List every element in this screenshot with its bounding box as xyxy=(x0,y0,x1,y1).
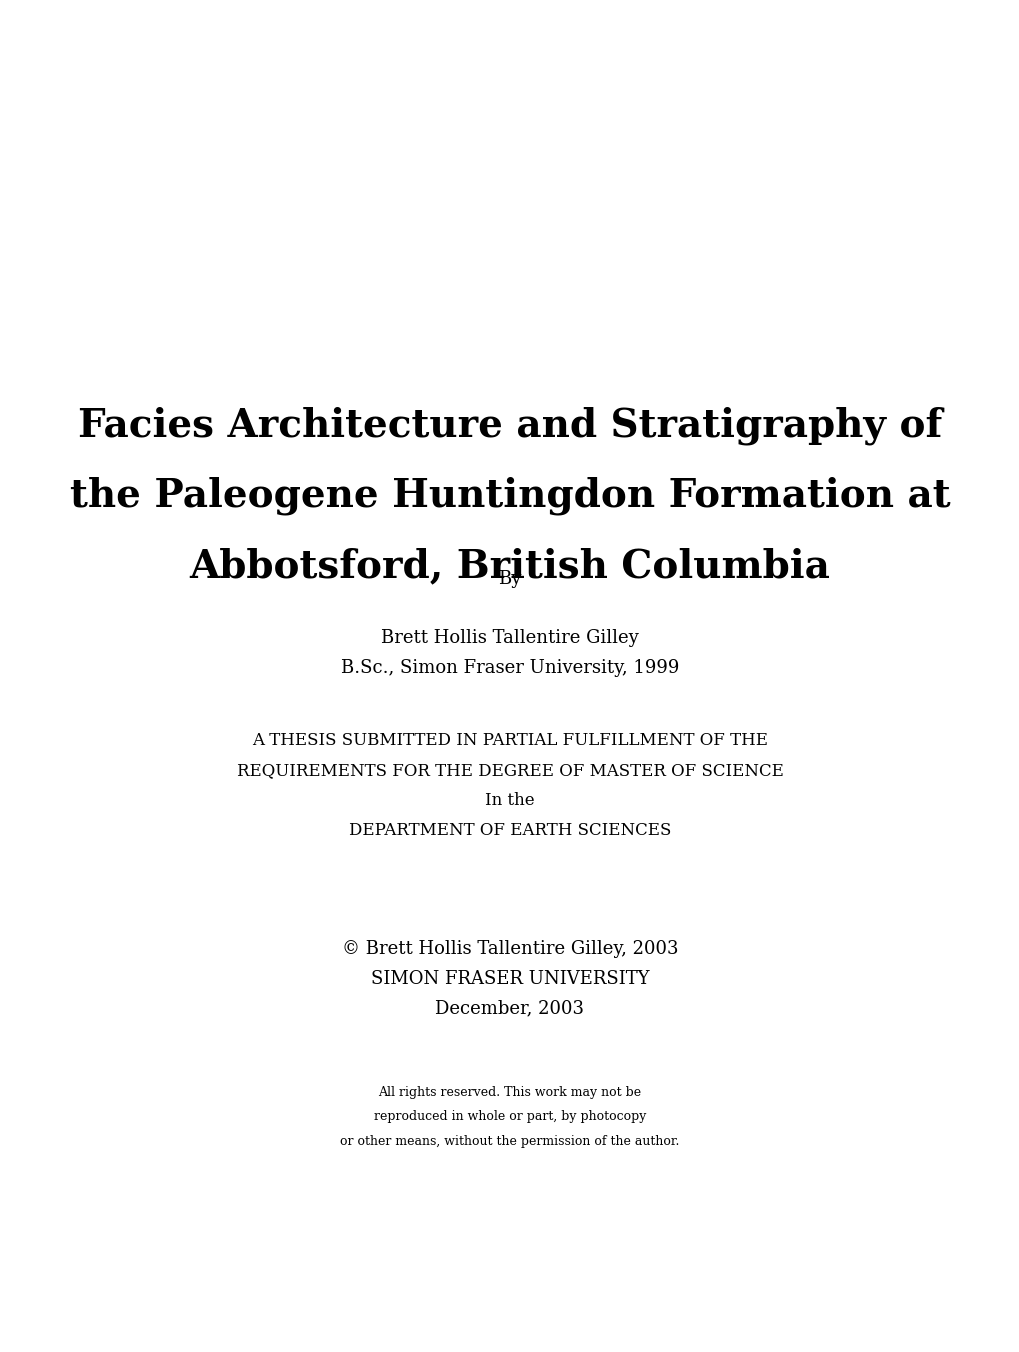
Text: By: By xyxy=(498,569,521,588)
Text: DEPARTMENT OF EARTH SCIENCES: DEPARTMENT OF EARTH SCIENCES xyxy=(348,822,671,838)
Text: B.Sc., Simon Fraser University, 1999: B.Sc., Simon Fraser University, 1999 xyxy=(340,658,679,677)
Text: Abbotsford, British Columbia: Abbotsford, British Columbia xyxy=(190,548,829,585)
Text: or other means, without the permission of the author.: or other means, without the permission o… xyxy=(340,1134,679,1148)
Text: reproduced in whole or part, by photocopy: reproduced in whole or part, by photocop… xyxy=(373,1110,646,1124)
Text: December, 2003: December, 2003 xyxy=(435,999,584,1018)
Text: © Brett Hollis Tallentire Gilley, 2003: © Brett Hollis Tallentire Gilley, 2003 xyxy=(341,940,678,959)
Text: In the: In the xyxy=(485,792,534,808)
Text: the Paleogene Huntingdon Formation at: the Paleogene Huntingdon Formation at xyxy=(69,477,950,515)
Text: REQUIREMENTS FOR THE DEGREE OF MASTER OF SCIENCE: REQUIREMENTS FOR THE DEGREE OF MASTER OF… xyxy=(236,763,783,779)
Text: All rights reserved. This work may not be: All rights reserved. This work may not b… xyxy=(378,1086,641,1099)
Text: A THESIS SUBMITTED IN PARTIAL FULFILLMENT OF THE: A THESIS SUBMITTED IN PARTIAL FULFILLMEN… xyxy=(252,733,767,749)
Text: SIMON FRASER UNIVERSITY: SIMON FRASER UNIVERSITY xyxy=(370,969,649,988)
Text: Brett Hollis Tallentire Gilley: Brett Hollis Tallentire Gilley xyxy=(381,629,638,648)
Text: Facies Architecture and Stratigraphy of: Facies Architecture and Stratigraphy of xyxy=(77,407,942,445)
